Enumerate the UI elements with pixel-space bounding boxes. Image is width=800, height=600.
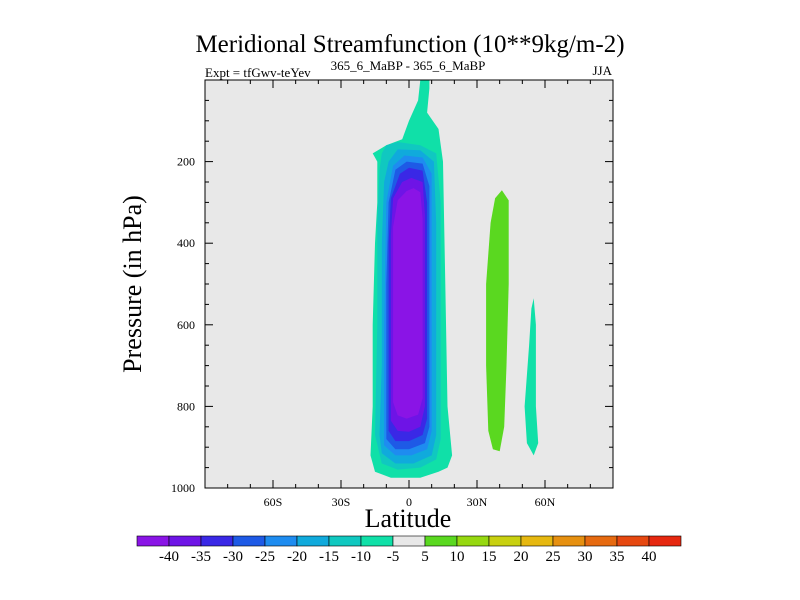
x-tick-label: 30N xyxy=(467,495,488,509)
colorbar-swatch xyxy=(488,535,522,547)
colorbar-swatch xyxy=(584,535,618,547)
colorbar-swatch xyxy=(360,535,394,547)
colorbar-label: 20 xyxy=(514,549,529,565)
colorbar-label: -40 xyxy=(159,549,179,565)
contour-level-8 xyxy=(486,190,509,452)
colorbar-swatch xyxy=(328,535,362,547)
colorbar-label: -30 xyxy=(223,549,243,565)
x-tick-label: 30S xyxy=(332,495,351,509)
colorbar-label: -15 xyxy=(319,549,339,565)
colorbar-label: -10 xyxy=(351,549,371,565)
colorbar-swatch xyxy=(200,535,234,547)
y-tick-label: 400 xyxy=(177,236,195,250)
colorbar-swatch xyxy=(616,535,650,547)
y-axis-ticks: 200 400 600 800 1000 xyxy=(171,79,613,495)
x-tick-label: 0 xyxy=(406,495,412,509)
x-axis-ticks: 60S 30S 0 30N 60N xyxy=(204,80,614,509)
colorbar-swatch xyxy=(424,535,458,547)
colorbar: -40 -35 -30 -25 -20 -15 -10 -5 5 10 15 20 25 30 35 40 xyxy=(136,535,682,565)
colorbar-label: 40 xyxy=(642,549,657,565)
colorbar-swatch xyxy=(520,535,554,547)
colorbar-swatch xyxy=(456,535,490,547)
subtitle-center: 365_6_MaBP - 365_6_MaBP xyxy=(331,58,486,73)
subtitle-left: Expt = tfGwv-teYev xyxy=(205,65,311,80)
colorbar-label: 25 xyxy=(546,549,561,565)
colorbar-label: -5 xyxy=(387,549,400,565)
colorbar-swatch xyxy=(136,535,170,547)
colorbar-label: 15 xyxy=(482,549,497,565)
contour-layer xyxy=(370,80,539,478)
x-axis-label: Latitude xyxy=(365,504,452,533)
contour-level-7 xyxy=(393,188,423,419)
colorbar-swatch xyxy=(168,535,202,547)
y-axis-label: Pressure (in hPa) xyxy=(118,195,147,373)
colorbar-swatch xyxy=(232,535,266,547)
chart-title: Meridional Streamfunction (10**9kg/m-2) xyxy=(195,31,624,58)
colorbar-swatch xyxy=(392,535,426,547)
colorbar-label: 35 xyxy=(610,549,625,565)
colorbar-label: 30 xyxy=(578,549,593,565)
colorbar-label: 5 xyxy=(421,549,429,565)
y-tick-label: 200 xyxy=(177,155,195,169)
colorbar-swatch xyxy=(264,535,298,547)
colorbar-label: -20 xyxy=(287,549,307,565)
colorbar-swatch xyxy=(648,535,682,547)
x-tick-label: 60S xyxy=(264,495,283,509)
y-tick-label: 1000 xyxy=(171,481,195,495)
colorbar-swatch xyxy=(296,535,330,547)
colorbar-label: 10 xyxy=(450,549,465,565)
colorbar-label: -35 xyxy=(191,549,211,565)
colorbar-label: -25 xyxy=(255,549,275,565)
colorbar-swatch xyxy=(552,535,586,547)
y-tick-label: 600 xyxy=(177,318,195,332)
contour-level-9 xyxy=(524,298,539,456)
subtitle-right: JJA xyxy=(592,63,612,78)
y-tick-label: 800 xyxy=(177,399,195,413)
x-tick-label: 60N xyxy=(535,495,556,509)
